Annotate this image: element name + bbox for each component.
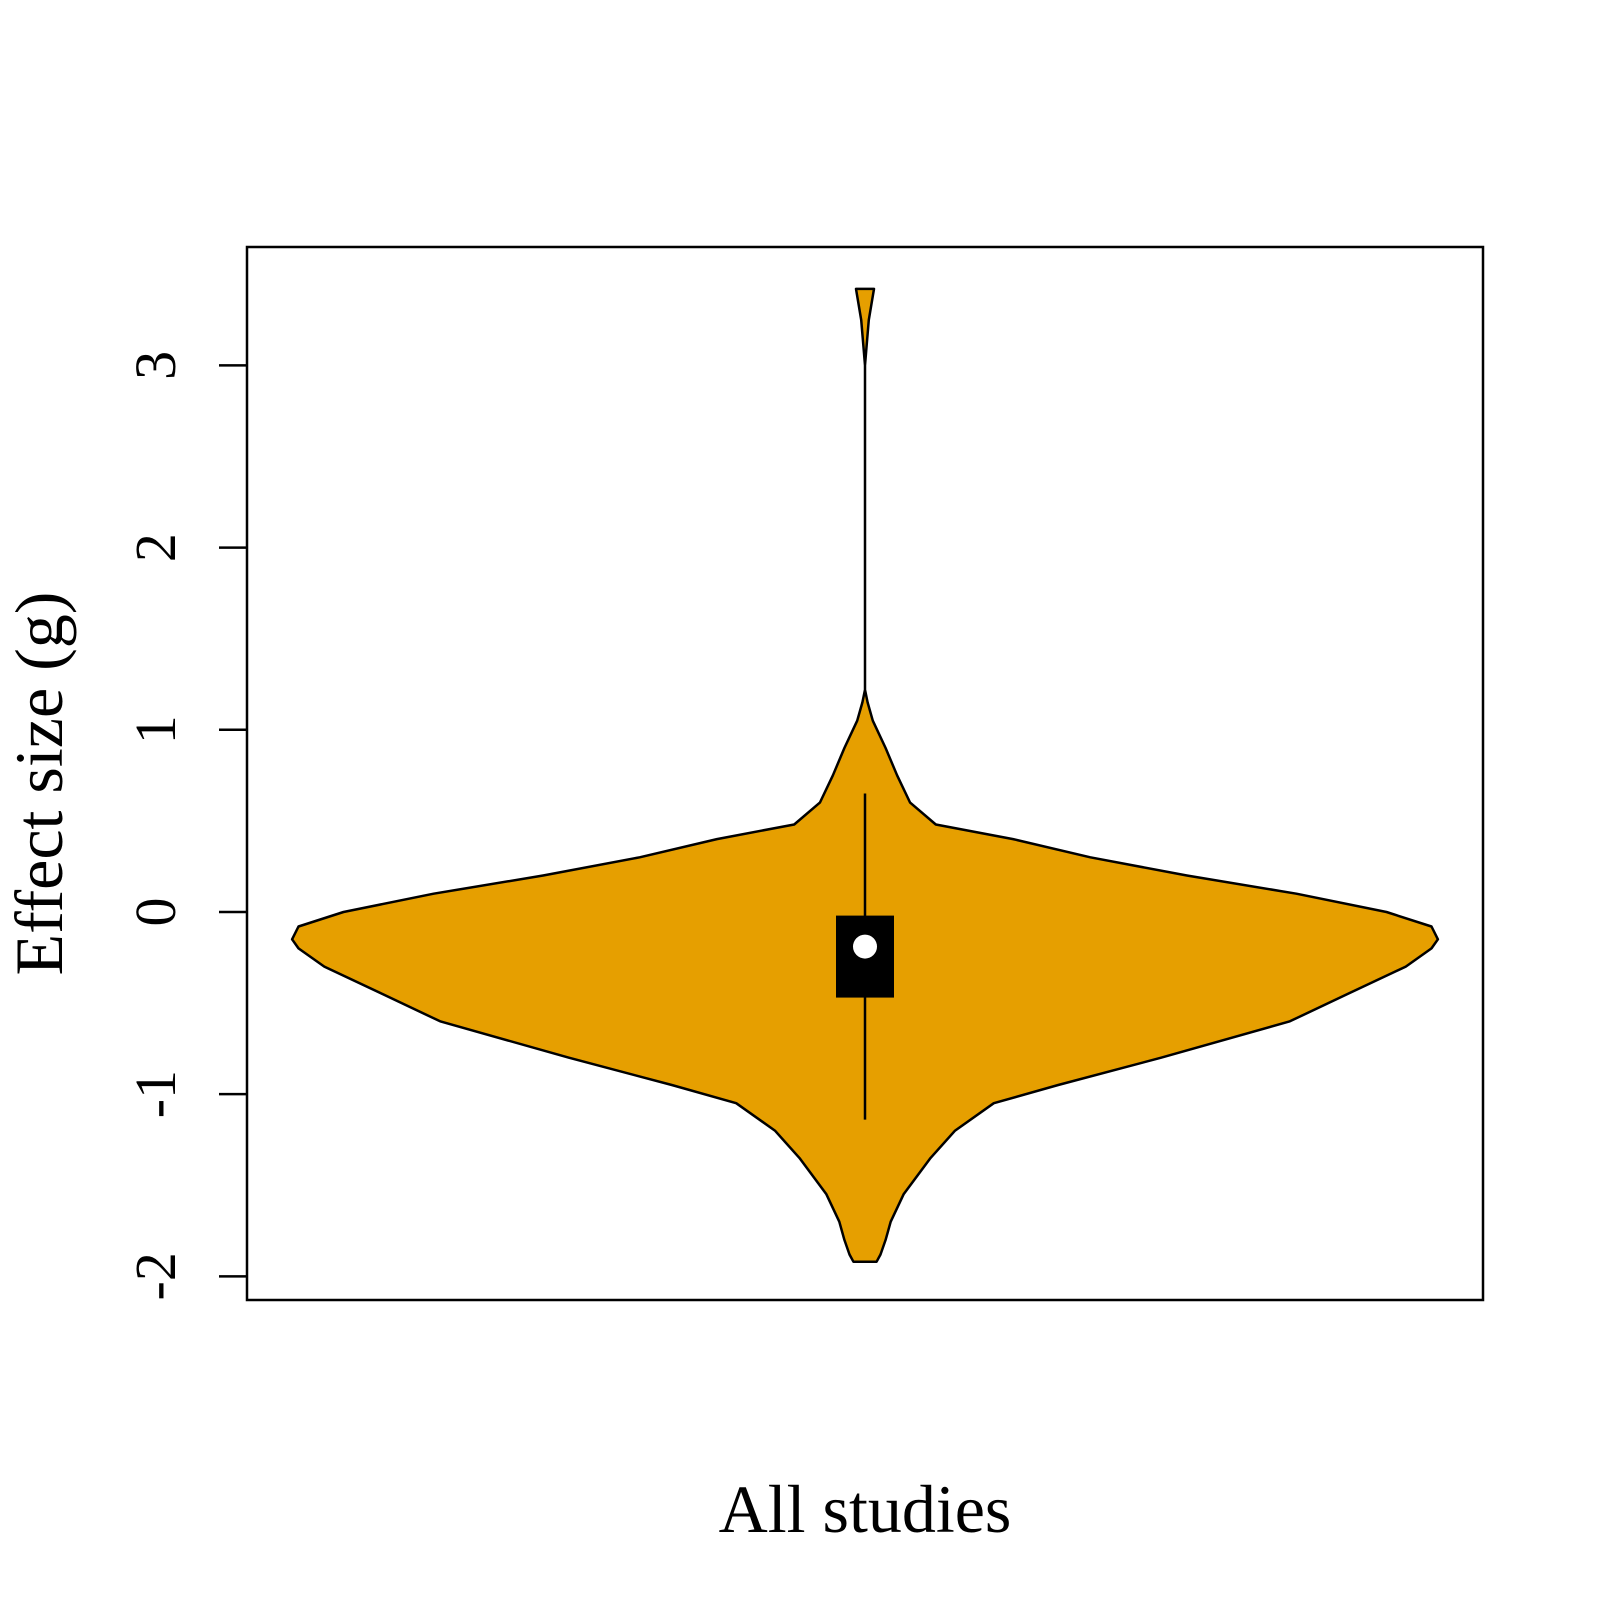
- y-tick-label: -2: [123, 1252, 188, 1300]
- y-tick-label: 0: [123, 897, 188, 926]
- plot-frame: [245, 245, 1485, 1302]
- y-axis-label: Effect size (g): [1, 592, 77, 976]
- x-axis-label: All studies: [719, 1471, 1012, 1547]
- y-tick-label: 3: [123, 351, 188, 380]
- y-tick-label: 1: [123, 715, 188, 744]
- y-axis: -2 -1 0 1 2 3: [123, 351, 247, 1300]
- y-tick-label: -1: [123, 1070, 188, 1118]
- median-point: [853, 934, 877, 959]
- violin-shape: [290, 287, 1440, 1263]
- y-tick-label: 2: [123, 533, 188, 562]
